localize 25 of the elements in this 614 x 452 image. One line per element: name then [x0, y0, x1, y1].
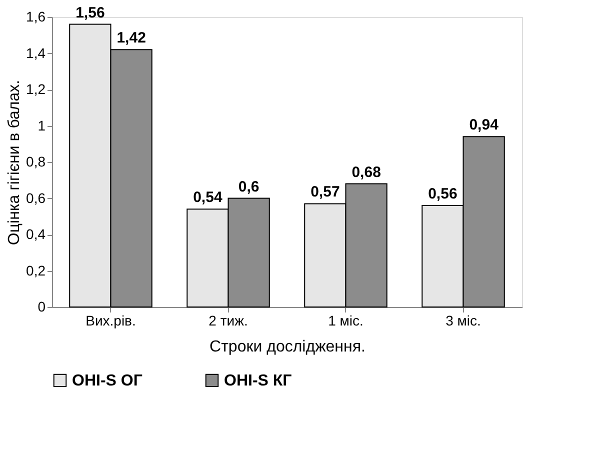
- data-label: 1,56: [76, 4, 105, 22]
- legend-label: OHI-S КГ: [224, 372, 292, 390]
- y-tick-label: 0: [38, 298, 46, 314]
- data-label: 0,94: [469, 116, 500, 134]
- y-tick-label: 0,4: [26, 226, 46, 242]
- y-tick-label: 1,2: [26, 81, 46, 97]
- y-axis-title: Оцінка гігієни в балах.: [6, 80, 24, 246]
- data-label: 0,57: [310, 184, 340, 201]
- x-tick-label: 2 тиж.: [208, 312, 248, 328]
- data-label: 0,54: [193, 189, 223, 206]
- x-axis-title: Строки дослідження.: [210, 338, 366, 356]
- data-label: 1,42: [116, 30, 146, 47]
- y-tick-label: 0,8: [26, 154, 46, 170]
- x-tick-label: 3 міс.: [446, 312, 481, 328]
- x-tick-label: Вих.рів.: [86, 312, 136, 328]
- data-label: 0,6: [238, 178, 260, 196]
- y-tick-label: 0,2: [26, 262, 46, 278]
- y-tick-label: 1: [38, 117, 46, 134]
- data-label: 0,68: [352, 164, 381, 181]
- data-label: 0,56: [428, 186, 458, 202]
- x-tick-label: 1 міс.: [328, 312, 364, 328]
- y-tick-label: 0,6: [26, 190, 46, 206]
- y-tick-label: 1,4: [26, 44, 46, 61]
- legend-label: OHI-S ОГ: [72, 372, 142, 390]
- y-tick-label: 1,6: [26, 8, 46, 24]
